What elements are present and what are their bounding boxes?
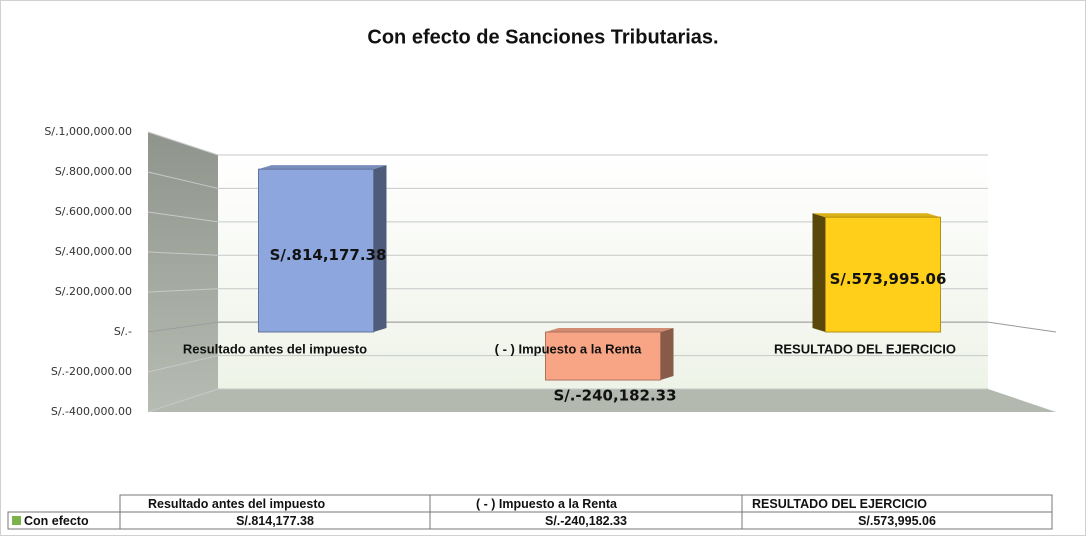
bar: [258, 168, 374, 333]
table-value: S/.-240,182.33: [545, 514, 627, 528]
grid-line: [147, 131, 219, 156]
y-tick-label: S/.-: [114, 325, 132, 338]
table-cell: [741, 511, 1053, 530]
data-label: S/.573,995.06: [830, 270, 947, 288]
y-tick-label: S/.-400,000.00: [51, 405, 132, 418]
y-tick-label: S/.1,000,000.00: [44, 125, 132, 138]
legend-label: Con efecto: [24, 514, 89, 528]
table-header: RESULTADO DEL EJERCICIO: [752, 497, 927, 511]
side-wall: [148, 132, 218, 412]
y-tick-label: S/.800,000.00: [55, 165, 132, 178]
x-tick-label: ( - ) Impuesto a la Renta: [495, 341, 642, 356]
y-tick-label: S/.400,000.00: [55, 245, 132, 258]
bar-top: [545, 328, 674, 332]
x-tick-label: RESULTADO DEL EJERCICIO: [774, 341, 956, 356]
grid-line: [147, 251, 219, 256]
legend-marker: [12, 516, 21, 525]
zero-plane: [147, 321, 1057, 333]
grid-line: [147, 388, 219, 413]
y-tick-label: S/.200,000.00: [55, 285, 132, 298]
table-header: Resultado antes del impuesto: [148, 497, 325, 511]
table-header: ( - ) Impuesto a la Renta: [476, 497, 618, 511]
data-label: S/.-240,182.33: [553, 387, 676, 405]
y-tick-label: S/.-200,000.00: [51, 365, 132, 378]
table-cell: [7, 511, 121, 530]
bar-top: [812, 213, 941, 218]
table-value: S/.814,177.38: [236, 514, 314, 528]
floor: [148, 389, 1056, 412]
grid-line: [147, 211, 219, 223]
bar-side: [812, 213, 826, 332]
grid-line: [147, 171, 219, 189]
data-label: S/.814,177.38: [270, 246, 387, 264]
y-tick-label: S/.600,000.00: [55, 205, 132, 218]
bar: [825, 216, 941, 333]
bar-top: [258, 165, 387, 170]
back-wall: [218, 155, 988, 389]
grid-line: [147, 288, 219, 293]
bar-side: [660, 328, 674, 381]
chart-title: Con efecto de Sanciones Tributarias.: [367, 26, 718, 48]
bar: [545, 331, 661, 381]
bar-side: [373, 165, 387, 332]
table-value: S/.573,995.06: [858, 514, 936, 528]
x-tick-label: Resultado antes del impuesto: [183, 341, 367, 356]
grid-line: [147, 355, 219, 373]
